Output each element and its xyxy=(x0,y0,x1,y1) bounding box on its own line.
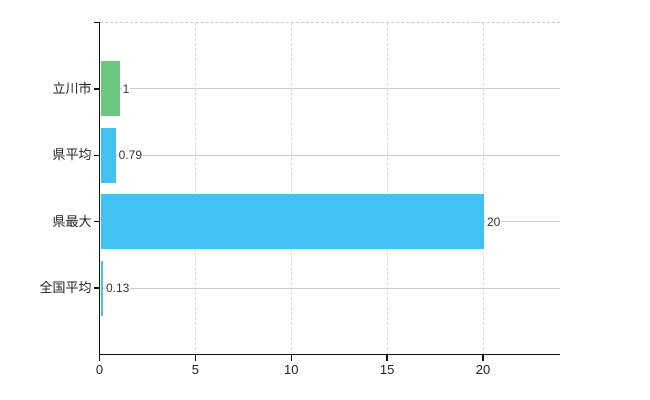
value-label: 1 xyxy=(121,81,131,96)
category-label: 全国平均 xyxy=(39,280,92,296)
plot-top-border xyxy=(99,22,560,23)
value-label: 0.79 xyxy=(117,148,143,163)
x-axis-line xyxy=(98,353,560,356)
bar xyxy=(100,127,116,183)
category-label: 立川市 xyxy=(52,80,92,96)
value-label: 0.13 xyxy=(104,281,131,296)
x-tick-label: 15 xyxy=(379,361,395,377)
x-gridline xyxy=(194,22,196,355)
x-tick-label: 0 xyxy=(95,361,104,377)
y-axis-tick xyxy=(93,220,100,223)
x-axis-tick xyxy=(290,354,292,361)
x-axis-tick xyxy=(386,354,388,361)
y-axis-tick xyxy=(93,88,100,90)
bar xyxy=(100,61,120,117)
category-label: 県平均 xyxy=(52,147,92,163)
x-gridline xyxy=(386,22,388,355)
x-tick-label: 20 xyxy=(475,361,491,377)
x-axis-tick xyxy=(194,354,197,361)
category-gridline xyxy=(100,287,560,289)
category-label: 県最大 xyxy=(52,213,92,229)
category-gridline xyxy=(100,88,560,90)
bar xyxy=(100,194,484,250)
y-axis-tick xyxy=(93,154,100,157)
x-tick-label: 10 xyxy=(284,361,299,377)
category-gridline xyxy=(100,154,560,156)
x-gridline xyxy=(482,22,484,355)
x-axis-tick xyxy=(482,354,484,361)
y-axis-line xyxy=(98,22,101,355)
y-axis-top-tick xyxy=(93,21,100,24)
x-axis-tick xyxy=(98,354,101,361)
x-tick-label: 5 xyxy=(191,361,199,377)
x-gridline xyxy=(290,22,292,355)
value-label: 20 xyxy=(486,214,502,229)
bar xyxy=(100,260,103,316)
y-axis-tick xyxy=(93,287,100,289)
